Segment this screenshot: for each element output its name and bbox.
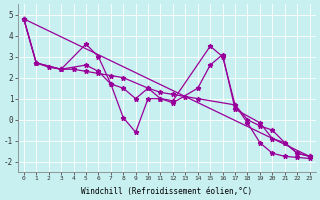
X-axis label: Windchill (Refroidissement éolien,°C): Windchill (Refroidissement éolien,°C)	[81, 187, 252, 196]
